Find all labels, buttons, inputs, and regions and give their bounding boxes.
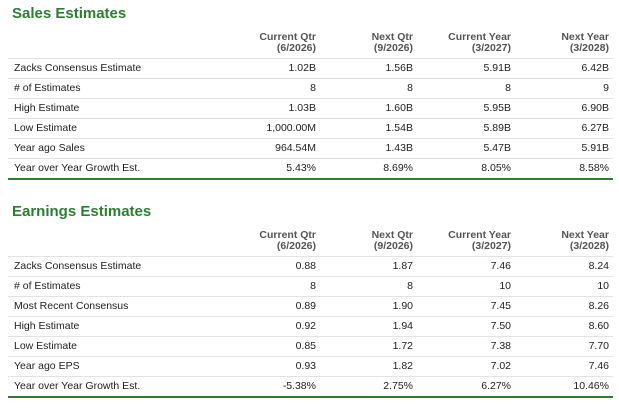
table-row: Zacks Consensus Estimate 1.02B 1.56B 5.9…	[8, 58, 613, 78]
row-label: Year ago Sales	[14, 142, 85, 154]
column-header-current-qtr: Current Qtr (6/2026)	[259, 30, 316, 54]
cell-value: 1.02B	[288, 62, 316, 74]
sales-estimates-table: Current Qtr (6/2026) Next Qtr (9/2026) Cur…	[8, 24, 613, 178]
cell-value: -5.38%	[282, 380, 316, 393]
cell-value: 8.26	[588, 300, 609, 312]
table-header-row: Current Qtr (6/2026) Next Qtr (9/2026) Cur…	[8, 24, 613, 58]
cell-value: 1.54B	[385, 122, 413, 134]
cell-value: 8.60	[588, 320, 609, 332]
table-row: Year over Year Growth Est. 5.43% 8.69% 8…	[8, 158, 613, 178]
cell-value: 5.91B	[483, 62, 511, 74]
column-header-current-qtr: Current Qtr (6/2026)	[259, 228, 316, 252]
row-label: Most Recent Consensus	[14, 300, 129, 312]
cell-value: 8	[407, 82, 413, 94]
row-label: Zacks Consensus Estimate	[14, 62, 142, 74]
table-row: # of Estimates 8 8 8 9	[8, 78, 613, 98]
cell-value: 1.90	[392, 300, 413, 312]
table-row: Year ago Sales 964.54M 1.43B 5.47B 5.91B	[8, 138, 613, 158]
header-empty-cell	[8, 222, 208, 256]
section-divider	[8, 178, 613, 180]
cell-value: 1.87	[392, 260, 413, 272]
earnings-estimates-table: Current Qtr (6/2026) Next Qtr (9/2026) Cur…	[8, 222, 613, 396]
table-row: Low Estimate 1,000.00M 1.54B 5.89B 6.27B	[8, 118, 613, 138]
cell-value: 0.88	[295, 260, 316, 272]
column-header-next-qtr: Next Qtr (9/2026)	[371, 30, 413, 54]
cell-value: 0.93	[295, 360, 316, 372]
row-label: # of Estimates	[14, 280, 81, 292]
cell-value: 8	[310, 280, 316, 292]
cell-value: 6.42B	[581, 62, 609, 74]
cell-value: 7.50	[490, 320, 511, 332]
cell-value: 5.43%	[286, 162, 316, 175]
cell-value: 7.70	[588, 340, 609, 352]
cell-value: 8.05%	[481, 162, 511, 175]
cell-value: 1.43B	[385, 142, 413, 154]
table-row: Year over Year Growth Est. -5.38% 2.75% …	[8, 376, 613, 396]
cell-value: 1.82	[392, 360, 413, 372]
cell-value: 8	[310, 82, 316, 94]
row-label: Year over Year Growth Est.	[14, 380, 141, 393]
cell-value: 5.47B	[483, 142, 511, 154]
row-label: # of Estimates	[14, 82, 81, 94]
cell-value: 0.85	[295, 340, 316, 352]
cell-value: 10	[499, 280, 511, 292]
cell-value: 1,000.00M	[266, 122, 316, 134]
section-divider	[8, 396, 613, 398]
column-header-current-year: Current Year (3/2027)	[448, 30, 511, 54]
cell-value: 7.38	[490, 340, 511, 352]
row-label: Year ago EPS	[14, 360, 80, 372]
cell-value: 5.91B	[581, 142, 609, 154]
cell-value: 1.56B	[385, 62, 413, 74]
row-label: High Estimate	[14, 320, 80, 332]
cell-value: 6.27%	[481, 380, 511, 393]
table-row: High Estimate 0.92 1.94 7.50 8.60	[8, 316, 613, 336]
column-header-next-year: Next Year (3/2028)	[561, 228, 609, 252]
cell-value: 1.60B	[385, 102, 413, 114]
cell-value: 7.45	[490, 300, 511, 312]
table-row: Most Recent Consensus 0.89 1.90 7.45 8.2…	[8, 296, 613, 316]
cell-value: 7.02	[490, 360, 511, 372]
row-label: Low Estimate	[14, 340, 78, 352]
cell-value: 1.94	[392, 320, 413, 332]
earnings-estimates-section: Earnings Estimates Current Qtr (6/2026) N…	[8, 202, 613, 398]
earnings-estimates-title: Earnings Estimates	[12, 203, 152, 220]
row-label: High Estimate	[14, 102, 80, 114]
sales-estimates-section: Sales Estimates Current Qtr (6/2026) Next…	[8, 4, 613, 180]
table-row: Zacks Consensus Estimate 0.88 1.87 7.46 …	[8, 256, 613, 276]
cell-value: 8.24	[588, 260, 609, 272]
cell-value: 0.92	[295, 320, 316, 332]
table-row: Low Estimate 0.85 1.72 7.38 7.70	[8, 336, 613, 356]
row-label: Zacks Consensus Estimate	[14, 260, 142, 272]
cell-value: 1.72	[392, 340, 413, 352]
column-header-next-qtr: Next Qtr (9/2026)	[371, 228, 413, 252]
cell-value: 5.89B	[483, 122, 511, 134]
cell-value: 0.89	[295, 300, 316, 312]
table-row: # of Estimates 8 8 10 10	[8, 276, 613, 296]
cell-value: 964.54M	[275, 142, 316, 154]
sales-estimates-title: Sales Estimates	[12, 5, 127, 22]
cell-value: 7.46	[588, 360, 609, 372]
cell-value: 7.46	[490, 260, 511, 272]
cell-value: 8.58%	[579, 162, 609, 175]
column-header-next-year: Next Year (3/2028)	[561, 30, 609, 54]
cell-value: 5.95B	[483, 102, 511, 114]
cell-value: 6.27B	[581, 122, 609, 134]
cell-value: 10	[597, 280, 609, 292]
cell-value: 1.03B	[288, 102, 316, 114]
cell-value: 10.46%	[573, 380, 609, 393]
row-label: Low Estimate	[14, 122, 78, 134]
table-row: Year ago EPS 0.93 1.82 7.02 7.46	[8, 356, 613, 376]
row-label: Year over Year Growth Est.	[14, 162, 141, 175]
cell-value: 8.69%	[383, 162, 413, 175]
cell-value: 9	[603, 82, 609, 94]
cell-value: 8	[505, 82, 511, 94]
cell-value: 6.90B	[581, 102, 609, 114]
table-header-row: Current Qtr (6/2026) Next Qtr (9/2026) Cur…	[8, 222, 613, 256]
table-row: High Estimate 1.03B 1.60B 5.95B 6.90B	[8, 98, 613, 118]
cell-value: 8	[407, 280, 413, 292]
header-empty-cell	[8, 24, 208, 58]
column-header-current-year: Current Year (3/2027)	[448, 228, 511, 252]
cell-value: 2.75%	[383, 380, 413, 393]
